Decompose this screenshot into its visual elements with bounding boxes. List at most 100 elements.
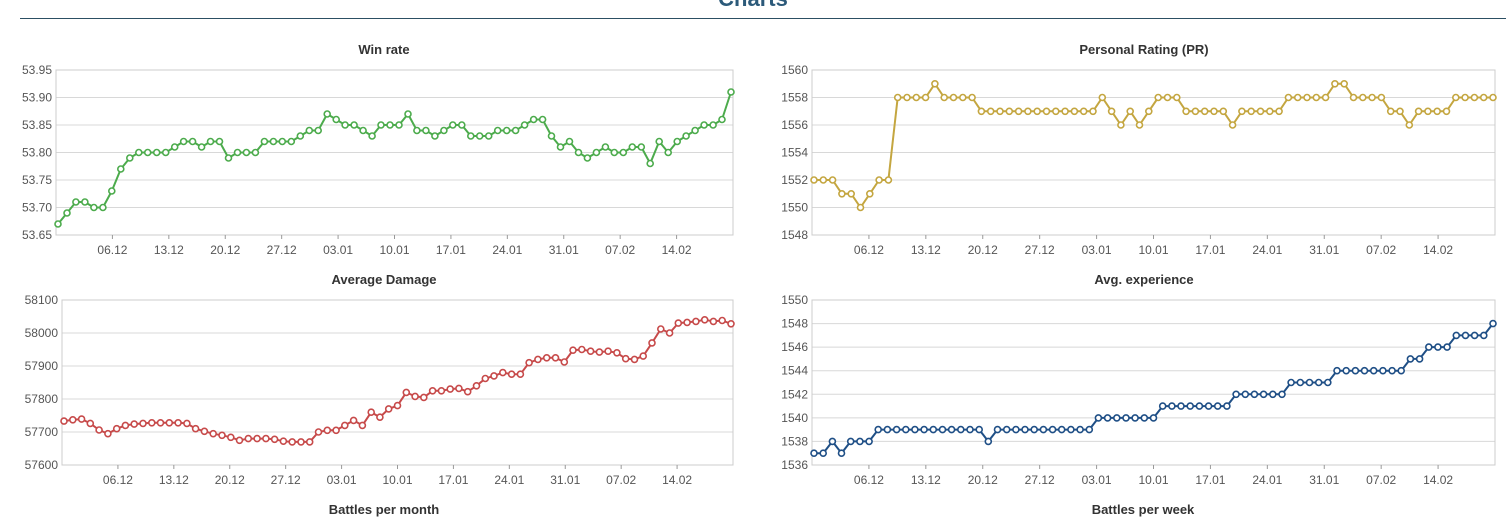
personal-rating-data-point[interactable] bbox=[1368, 93, 1376, 102]
avg-experience-data-point[interactable] bbox=[902, 425, 910, 434]
average-damage-data-point[interactable] bbox=[428, 387, 437, 395]
personal-rating-data-point[interactable] bbox=[977, 107, 986, 116]
avg-experience-data-point[interactable] bbox=[1470, 331, 1479, 340]
average-damage-data-point[interactable] bbox=[69, 416, 77, 424]
avg-experience-data-point[interactable] bbox=[1131, 414, 1139, 422]
win-rate-data-point[interactable] bbox=[359, 126, 367, 135]
personal-rating-data-point[interactable] bbox=[1172, 93, 1181, 102]
personal-rating-data-point[interactable] bbox=[1414, 107, 1423, 116]
average-damage-data-point[interactable] bbox=[227, 433, 235, 442]
win-rate-data-point[interactable] bbox=[493, 126, 502, 135]
average-damage-data-point[interactable] bbox=[630, 355, 639, 364]
win-rate-data-point[interactable] bbox=[81, 198, 89, 206]
win-rate-data-point[interactable] bbox=[224, 154, 233, 162]
personal-rating-data-point[interactable] bbox=[810, 176, 818, 184]
average-damage-data-point[interactable] bbox=[437, 387, 446, 395]
average-damage-data-point[interactable] bbox=[402, 388, 411, 397]
avg-experience-data-point[interactable] bbox=[1122, 414, 1130, 422]
win-rate-data-point[interactable] bbox=[72, 198, 80, 206]
average-damage-data-point[interactable] bbox=[709, 317, 718, 326]
personal-rating-data-point[interactable] bbox=[1256, 107, 1265, 116]
avg-experience-data-point[interactable] bbox=[1379, 366, 1387, 375]
average-damage-data-point[interactable] bbox=[340, 421, 349, 430]
personal-rating-data-point[interactable] bbox=[1442, 107, 1451, 116]
avg-experience-data-point[interactable] bbox=[874, 425, 882, 434]
personal-rating-data-point[interactable] bbox=[856, 203, 865, 212]
personal-rating-data-point[interactable] bbox=[1451, 93, 1460, 102]
win-rate-data-point[interactable] bbox=[386, 121, 394, 129]
personal-rating-data-point[interactable] bbox=[912, 93, 921, 102]
average-damage-data-point[interactable] bbox=[358, 421, 367, 430]
win-rate-data-point[interactable] bbox=[655, 137, 664, 146]
average-damage-data-point[interactable] bbox=[279, 437, 288, 445]
personal-rating-data-point[interactable] bbox=[968, 93, 976, 102]
win-rate-data-point[interactable] bbox=[664, 148, 673, 157]
average-damage-data-point[interactable] bbox=[262, 434, 270, 443]
avg-experience-data-point[interactable] bbox=[837, 449, 846, 457]
average-damage-data-point[interactable] bbox=[297, 438, 305, 446]
personal-rating-data-point[interactable] bbox=[931, 79, 939, 88]
average-damage-data-point[interactable] bbox=[595, 348, 604, 356]
win-rate-data-point[interactable] bbox=[314, 126, 323, 135]
avg-experience-data-point[interactable] bbox=[920, 425, 928, 434]
avg-experience-data-point[interactable] bbox=[856, 437, 864, 446]
average-damage-data-point[interactable] bbox=[323, 426, 332, 435]
average-damage-data-point[interactable] bbox=[244, 434, 253, 443]
average-damage-data-point[interactable] bbox=[516, 370, 525, 378]
personal-rating-data-point[interactable] bbox=[1089, 107, 1097, 116]
avg-experience-data-point[interactable] bbox=[1489, 319, 1497, 328]
avg-experience-data-point[interactable] bbox=[984, 437, 993, 446]
average-damage-data-point[interactable] bbox=[95, 426, 103, 434]
personal-rating-data-point[interactable] bbox=[1070, 107, 1079, 116]
avg-experience-data-point[interactable] bbox=[1195, 402, 1204, 410]
personal-rating-data-point[interactable] bbox=[1303, 93, 1311, 102]
win-rate-data-point[interactable] bbox=[547, 132, 556, 140]
average-damage-data-point[interactable] bbox=[656, 325, 665, 333]
average-damage-data-point[interactable] bbox=[77, 415, 86, 423]
avg-experience-data-point[interactable] bbox=[1039, 425, 1048, 434]
avg-experience-data-point[interactable] bbox=[947, 425, 956, 434]
avg-experience-data-point[interactable] bbox=[1369, 366, 1378, 375]
avg-experience-data-point[interactable] bbox=[828, 437, 837, 446]
win-rate-data-point[interactable] bbox=[646, 159, 655, 168]
average-damage-data-point[interactable] bbox=[534, 355, 542, 364]
win-rate-data-point[interactable] bbox=[457, 121, 466, 129]
avg-experience-data-point[interactable] bbox=[1296, 378, 1305, 387]
personal-rating-data-point[interactable] bbox=[986, 107, 995, 116]
avg-experience-data-point[interactable] bbox=[1443, 343, 1451, 351]
personal-rating-data-point[interactable] bbox=[1219, 107, 1228, 116]
win-rate-data-point[interactable] bbox=[637, 143, 646, 151]
avg-experience-data-point[interactable] bbox=[1250, 390, 1259, 399]
win-rate-data-point[interactable] bbox=[377, 121, 385, 129]
win-rate-data-point[interactable] bbox=[502, 126, 511, 135]
win-rate-data-point[interactable] bbox=[574, 148, 583, 157]
avg-experience-data-point[interactable] bbox=[1434, 343, 1442, 351]
average-damage-data-point[interactable] bbox=[200, 427, 209, 436]
personal-rating-data-point[interactable] bbox=[1284, 93, 1293, 102]
avg-experience-data-point[interactable] bbox=[1323, 378, 1332, 387]
win-rate-data-point[interactable] bbox=[170, 143, 179, 151]
personal-rating-data-point[interactable] bbox=[1014, 107, 1023, 116]
average-damage-data-point[interactable] bbox=[235, 436, 244, 445]
personal-rating-data-point[interactable] bbox=[866, 190, 874, 198]
win-rate-data-point[interactable] bbox=[126, 154, 134, 162]
personal-rating-data-point[interactable] bbox=[959, 93, 967, 102]
avg-experience-data-point[interactable] bbox=[1397, 366, 1406, 375]
average-damage-data-point[interactable] bbox=[419, 393, 428, 402]
personal-rating-data-point[interactable] bbox=[828, 176, 837, 184]
average-damage-data-point[interactable] bbox=[446, 385, 455, 393]
avg-experience-data-point[interactable] bbox=[1342, 366, 1351, 375]
win-rate-data-point[interactable] bbox=[718, 115, 726, 124]
personal-rating-data-point[interactable] bbox=[1377, 93, 1386, 102]
avg-experience-data-point[interactable] bbox=[1094, 414, 1103, 422]
personal-rating-data-point[interactable] bbox=[1275, 107, 1283, 116]
personal-rating-data-point[interactable] bbox=[1061, 107, 1069, 116]
win-rate-data-point[interactable] bbox=[404, 110, 412, 118]
win-rate-data-point[interactable] bbox=[422, 126, 430, 135]
average-damage-data-point[interactable] bbox=[621, 354, 630, 363]
average-damage-data-point[interactable] bbox=[367, 408, 376, 416]
avg-experience-data-point[interactable] bbox=[957, 425, 965, 434]
avg-experience-data-point[interactable] bbox=[966, 425, 974, 434]
avg-experience-data-point[interactable] bbox=[1158, 402, 1167, 410]
avg-experience-data-point[interactable] bbox=[1140, 414, 1149, 422]
